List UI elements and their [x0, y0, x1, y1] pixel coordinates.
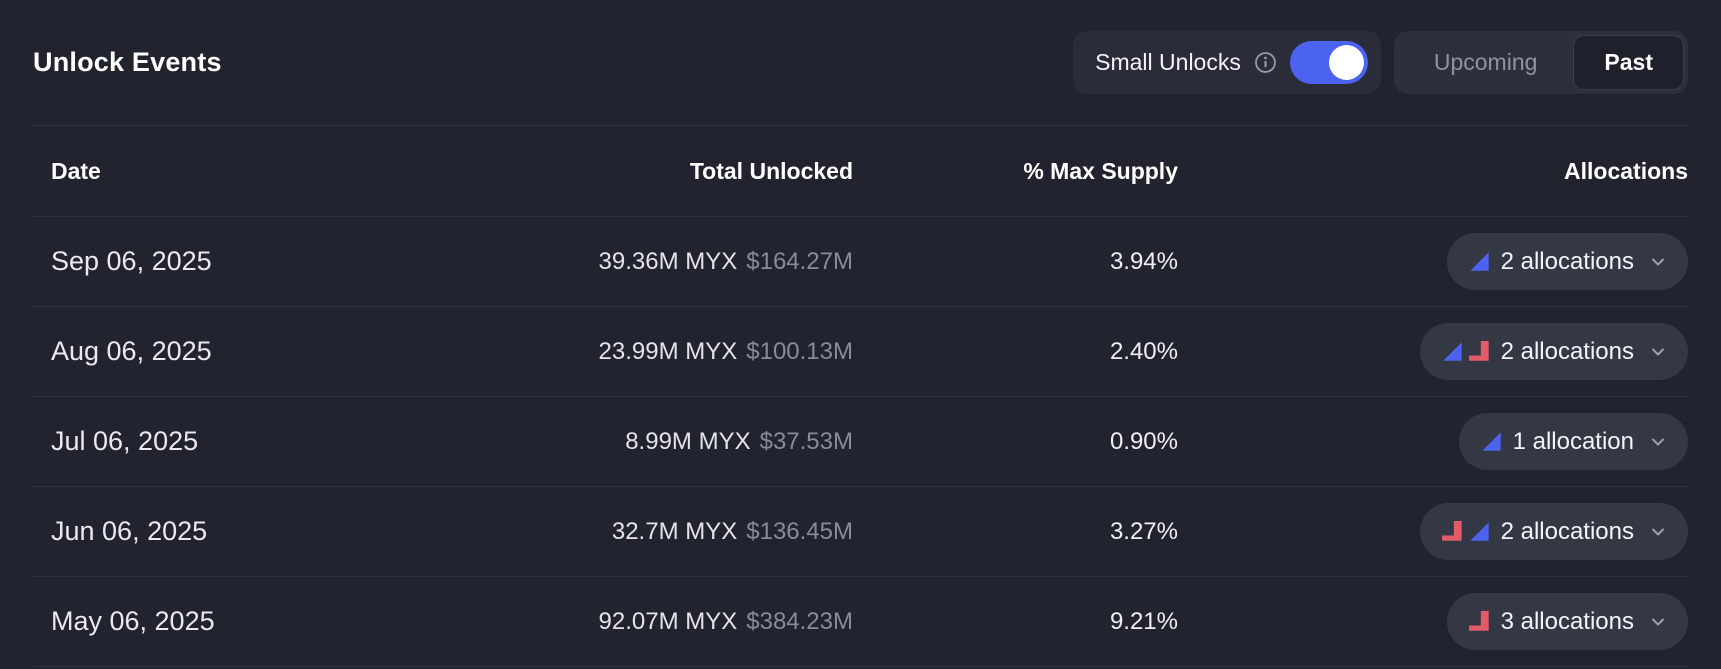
table-row: Jun 06, 2025 32.7M MYX $136.45M 3.27% 2 a… [33, 487, 1688, 577]
unlock-events-table: Date Total Unlocked % Max Supply Allocat… [0, 125, 1721, 667]
allocations-dropdown[interactable]: 1 allocation [1458, 413, 1688, 470]
chevron-down-icon [1648, 432, 1668, 452]
total-unlocked-cell: 92.07M MYX $384.23M [453, 608, 853, 636]
table-row: Aug 06, 2025 23.99M MYX $100.13M 2.40% 2 … [33, 307, 1688, 397]
toggle-knob [1328, 45, 1364, 80]
info-icon[interactable] [1254, 51, 1277, 74]
ramp-up-icon [1481, 432, 1501, 451]
allocations-cell: 2 allocations [1178, 233, 1688, 290]
allocations-dropdown[interactable]: 2 allocations [1419, 503, 1688, 560]
tab-past[interactable]: Past [1573, 35, 1684, 90]
date-cell: Aug 06, 2025 [51, 336, 212, 366]
total-unlocked-cell: 8.99M MYX $37.53M [453, 428, 853, 456]
page-title: Unlock Events [33, 47, 222, 77]
cliff-icon [1468, 341, 1489, 361]
date-cell: May 06, 2025 [51, 606, 215, 636]
max-supply-pct-cell: 2.40% [1109, 337, 1178, 365]
ramp-up-icon [1469, 252, 1489, 271]
allocations-count-label: 2 allocations [1500, 337, 1634, 365]
date-cell: Jul 06, 2025 [51, 426, 199, 456]
token-amount: 32.7M MYX [611, 517, 738, 545]
token-amount: 8.99M MYX [625, 427, 751, 455]
allocation-type-icons [1469, 251, 1490, 272]
total-unlocked-cell: 32.7M MYX $136.45M [453, 518, 853, 546]
token-amount: 23.99M MYX [598, 337, 738, 365]
chevron-down-icon [1648, 522, 1668, 542]
cliff-icon [1441, 521, 1462, 541]
allocations-cell: 3 allocations [1178, 593, 1688, 650]
column-header-date: Date [51, 157, 101, 184]
max-supply-pct-cell: 3.94% [1109, 247, 1178, 275]
allocations-dropdown[interactable]: 3 allocations [1446, 593, 1688, 650]
ramp-up-icon [1469, 522, 1489, 541]
usd-amount: $37.53M [759, 427, 853, 455]
usd-amount: $384.23M [746, 607, 853, 635]
token-amount: 39.36M MYX [598, 247, 738, 275]
chevron-down-icon [1648, 252, 1668, 272]
top-bar: Unlock Events Small Unlocks Upcoming Pas… [0, 0, 1721, 125]
small-unlocks-group: Small Unlocks [1073, 31, 1381, 94]
usd-amount: $100.13M [746, 337, 853, 365]
table-row: May 06, 2025 92.07M MYX $384.23M 9.21% 3 … [33, 577, 1688, 667]
total-unlocked-cell: 23.99M MYX $100.13M [453, 338, 853, 366]
allocations-cell: 1 allocation [1178, 413, 1688, 470]
header-controls: Small Unlocks Upcoming Past [1073, 31, 1688, 94]
table-row: Sep 06, 2025 39.36M MYX $164.27M 3.94% 2 … [33, 217, 1688, 307]
tab-upcoming[interactable]: Upcoming [1398, 35, 1574, 90]
chevron-down-icon [1648, 342, 1668, 362]
allocations-cell: 2 allocations [1178, 323, 1688, 380]
allocations-cell: 2 allocations [1178, 503, 1688, 560]
allocations-dropdown[interactable]: 2 allocations [1446, 233, 1688, 290]
allocation-type-icons [1442, 341, 1490, 362]
column-header-max-supply: % Max Supply [1023, 157, 1178, 184]
small-unlocks-toggle[interactable] [1289, 41, 1368, 84]
column-header-total-unlocked: Total Unlocked [689, 157, 853, 184]
max-supply-pct-cell: 9.21% [1109, 607, 1178, 635]
chevron-down-icon [1648, 612, 1668, 632]
cliff-icon [1468, 611, 1489, 631]
allocations-count-label: 1 allocation [1512, 427, 1634, 455]
ramp-up-icon [1442, 342, 1462, 361]
small-unlocks-label: Small Unlocks [1095, 49, 1241, 75]
table-header-row: Date Total Unlocked % Max Supply Allocat… [33, 125, 1688, 217]
period-segmented-control: Upcoming Past [1393, 31, 1688, 94]
allocations-dropdown[interactable]: 2 allocations [1419, 323, 1688, 380]
column-header-allocations: Allocations [1564, 157, 1688, 184]
total-unlocked-cell: 39.36M MYX $164.27M [453, 248, 853, 276]
allocation-type-icons [1481, 431, 1502, 452]
max-supply-pct-cell: 0.90% [1109, 427, 1178, 455]
allocation-type-icons [1468, 611, 1490, 632]
date-cell: Jun 06, 2025 [51, 516, 208, 546]
allocation-type-icons [1441, 521, 1490, 542]
allocations-count-label: 3 allocations [1500, 607, 1634, 635]
token-amount: 92.07M MYX [598, 607, 738, 635]
allocations-count-label: 2 allocations [1500, 517, 1634, 545]
date-cell: Sep 06, 2025 [51, 246, 212, 276]
max-supply-pct-cell: 3.27% [1109, 517, 1178, 545]
usd-amount: $164.27M [746, 247, 853, 275]
allocations-count-label: 2 allocations [1500, 247, 1634, 275]
table-row: Jul 06, 2025 8.99M MYX $37.53M 0.90% 1 al… [33, 397, 1688, 487]
usd-amount: $136.45M [746, 517, 853, 545]
